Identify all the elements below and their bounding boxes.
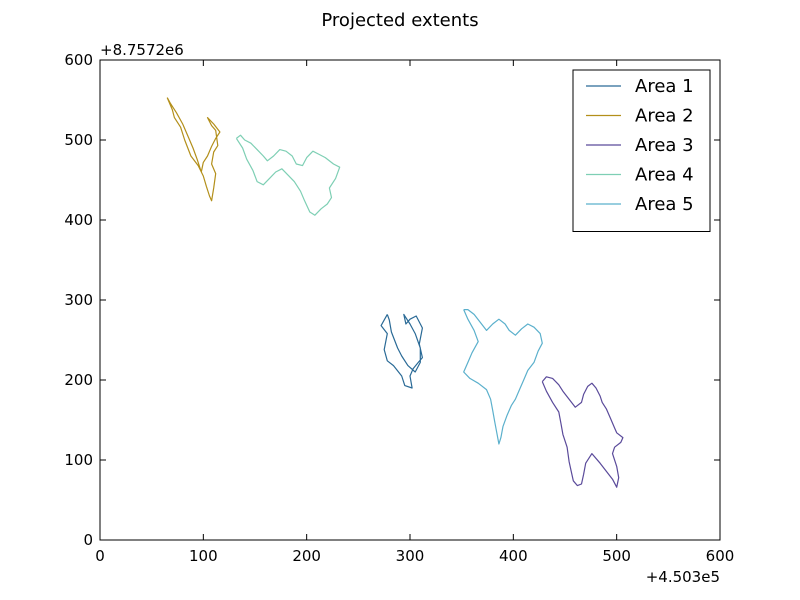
x-tick-label: 300 <box>396 547 425 565</box>
legend: Area 1 Area 2 Area 3 Area 4 Area 5 <box>572 69 711 232</box>
y-tick-label: 400 <box>64 211 93 229</box>
y-tick-label: 500 <box>64 131 93 149</box>
ticks-layer: 0 100 200 300 400 500 600 0 100 200 300 400 500 600 <box>64 51 734 565</box>
y-tick-label: 0 <box>83 531 93 549</box>
legend-label: Area 2 <box>635 106 694 127</box>
y-tick-label: 300 <box>64 291 93 309</box>
x-tick-label: 100 <box>189 547 218 565</box>
x-tick-label: 0 <box>95 547 105 565</box>
legend-label: Area 4 <box>635 165 694 186</box>
series-line-4 <box>235 134 341 216</box>
series-line-5 <box>463 309 543 445</box>
plot-frame <box>99 59 721 541</box>
y-offset-label: +8.7572e6 <box>100 41 184 59</box>
x-tick-label: 500 <box>602 547 631 565</box>
y-tick-label: 200 <box>64 371 93 389</box>
chart-title: Projected extents <box>321 10 478 31</box>
legend-label: Area 5 <box>635 194 694 215</box>
y-tick-label: 600 <box>64 51 93 69</box>
x-tick-label: 600 <box>706 547 735 565</box>
series-line-3 <box>541 376 624 488</box>
series-layer <box>166 97 624 488</box>
x-tick-label: 200 <box>292 547 321 565</box>
series-line-2 <box>166 97 221 202</box>
legend-label: Area 1 <box>635 76 694 97</box>
legend-label: Area 3 <box>635 135 694 156</box>
series-line-1 <box>380 313 423 389</box>
x-tick-label: 400 <box>499 547 528 565</box>
y-tick-label: 100 <box>64 451 93 469</box>
x-offset-label: +4.503e5 <box>646 568 720 586</box>
